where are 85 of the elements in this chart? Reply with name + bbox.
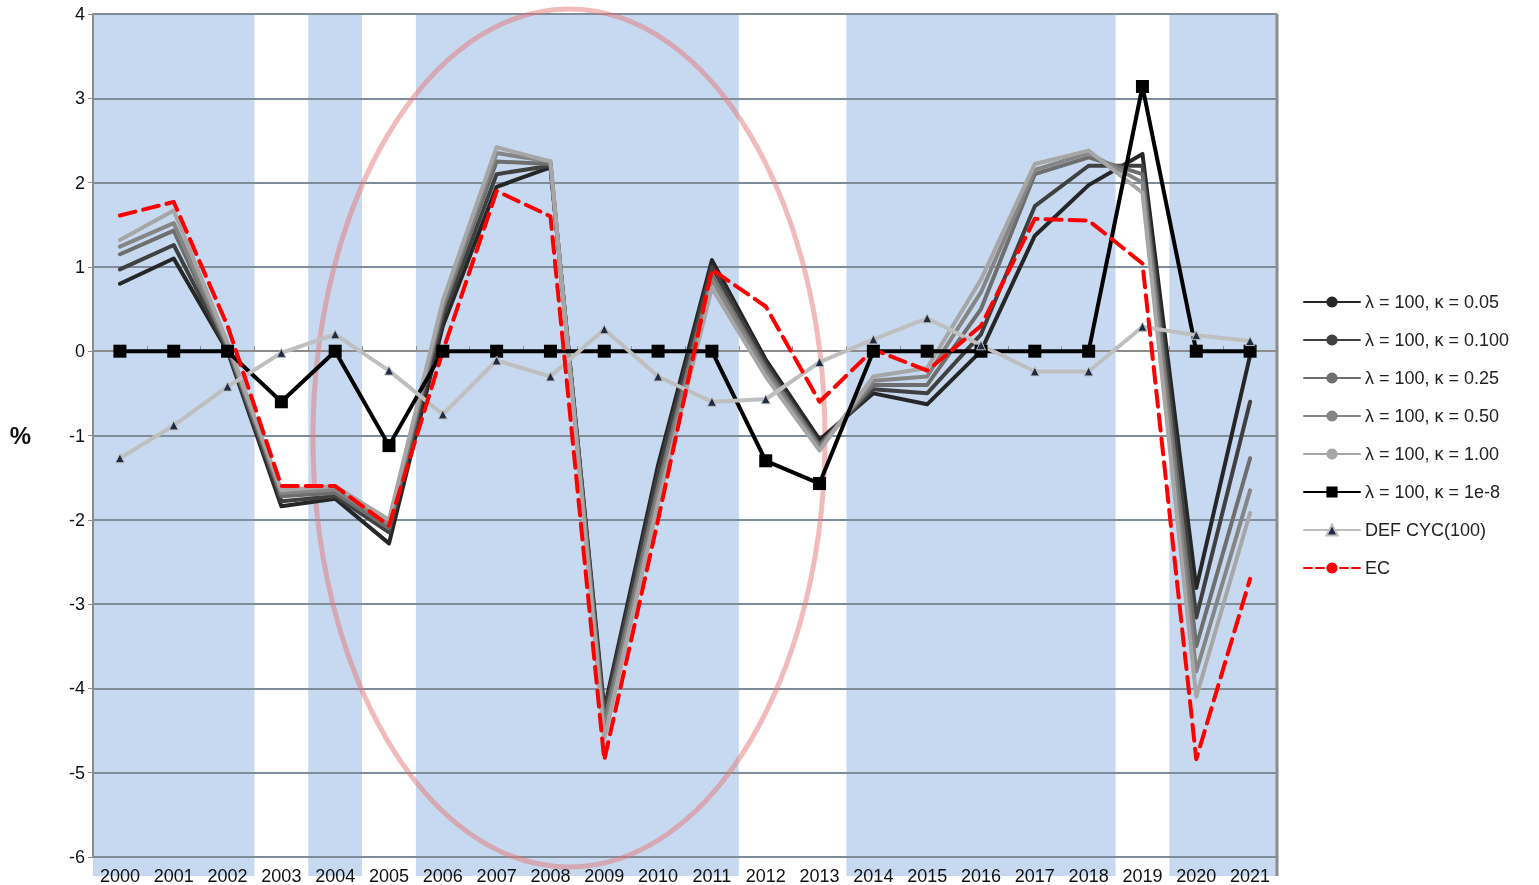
y-tick-label: -2 [68,509,85,530]
point [382,439,396,453]
point [436,344,450,358]
y-tick-label: -3 [68,594,85,615]
point [814,357,825,368]
x-tick-label: 2005 [368,866,410,885]
legend-label: λ = 100, κ = 0.25 [1365,368,1500,388]
point [651,344,665,358]
x-tick-label: 2021 [1230,866,1271,885]
legend-label: λ = 100, κ = 1.00 [1365,444,1500,464]
point [813,477,827,491]
point [1135,80,1149,93]
point [330,329,341,340]
point [1083,366,1094,377]
point [920,344,934,358]
x-tick-label: 2017 [1014,866,1055,885]
x-tick-label: 2001 [153,866,194,885]
point [1137,321,1148,332]
point [597,344,611,358]
point [1189,344,1203,358]
point [1243,344,1257,358]
point [490,344,504,358]
x-tick-label: 2010 [638,866,679,885]
legend-label: EC [1365,558,1391,578]
point [922,313,933,324]
point [1029,366,1040,377]
y-tick-label: 0 [74,341,85,362]
point [222,381,233,392]
point [705,344,719,358]
point [1082,344,1096,358]
point [491,355,502,366]
legend-label: λ = 100, κ = 0.100 [1365,330,1510,350]
y-tick-label: 1 [74,256,85,277]
x-tick-label: 2009 [584,866,625,885]
point [599,324,610,335]
x-tick-label: 2019 [1122,866,1163,885]
point [1191,330,1202,341]
x-tick-label: 2004 [315,866,356,885]
legend-label: λ = 100, κ = 0.05 [1365,292,1500,312]
point [113,344,127,358]
y-tick-label: 2 [74,172,85,193]
legend-label: DEF CYC(100) [1365,520,1487,540]
x-tick-label: 2014 [853,866,894,885]
point [866,344,880,358]
x-tick-label: 2006 [422,866,463,885]
point [114,453,125,464]
point [653,371,664,382]
point [868,334,879,345]
x-tick-label: 2020 [1176,866,1217,885]
y-tick-label: 3 [74,88,85,109]
x-tick-label: 2003 [261,866,302,885]
point [1245,336,1256,347]
y-tick-label: 4 [74,4,85,24]
legend-label: λ = 100, κ = 0.50 [1365,406,1500,426]
point [760,394,771,405]
point [1028,344,1042,358]
point [328,344,342,358]
x-tick-label: 2016 [960,866,1002,885]
point [221,344,235,358]
x-tick-label: 2018 [1068,866,1109,885]
x-tick-label: 2002 [207,866,248,885]
x-tick-label: 2013 [799,866,840,885]
point [976,340,986,351]
x-tick-label: 2015 [907,866,948,885]
point [759,454,773,468]
point [706,396,717,407]
point [167,344,181,358]
y-tick-label: -5 [68,762,85,783]
point [384,365,394,376]
x-tick-label: 2008 [530,866,571,885]
point [168,420,179,431]
x-tick-label: 2012 [745,866,786,885]
point [543,344,557,358]
y-tick-label: -4 [68,678,85,699]
point [545,371,556,382]
x-tick-label: 2007 [476,866,517,885]
point [274,395,288,409]
legend-label: λ = 100, κ = 1e-8 [1365,482,1501,502]
x-tick-label: 2011 [692,866,732,885]
y-tick-label: -1 [68,425,85,446]
point [276,347,287,358]
y-tick-label: -6 [68,847,85,867]
x-tick-label: 2000 [99,866,140,885]
y-axis-title: % [9,422,31,449]
point [437,409,448,420]
